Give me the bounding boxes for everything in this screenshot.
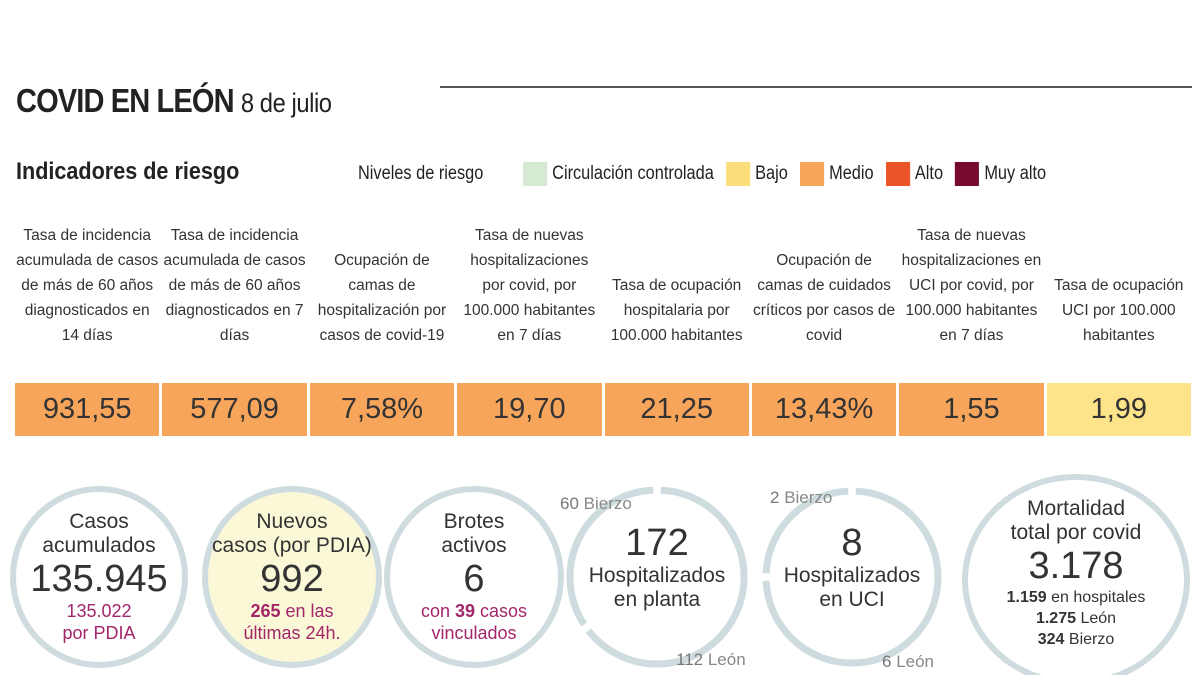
- stat-sub-text: Bierzo: [1064, 630, 1115, 648]
- risk-legend: Niveles de riesgo Circulación controlada…: [358, 162, 1058, 186]
- stat-sub-text: casos: [475, 601, 528, 621]
- indicator-label: Tasa de ocupación UCI por 100.000 habita…: [1054, 277, 1184, 344]
- stat-value: 172: [625, 522, 689, 564]
- indicator-label: Tasa de nuevas hospitalizaciones en UCI …: [901, 227, 1042, 344]
- stat-value: 992: [260, 558, 324, 600]
- legend-swatch: [799, 162, 824, 186]
- indicator-column: Tasa de nuevas hospitalizaciones en UCI …: [899, 196, 1044, 436]
- legend-item-label: Muy alto: [984, 163, 1047, 184]
- stat-label: Hospitalizados: [588, 564, 726, 587]
- indicator-column: Tasa de ocupación hospitalaria por 100.0…: [604, 196, 749, 436]
- stat-label: Brotes: [443, 510, 505, 533]
- indicator-label: Ocupación de camas de cuidados críticos …: [752, 252, 896, 344]
- donut-segment-leon: [585, 486, 748, 668]
- stat-sub-text: León: [1076, 609, 1117, 627]
- stat-value: 135.945: [30, 558, 168, 600]
- stat-label: Nuevos: [256, 510, 328, 533]
- legend-swatch: [955, 162, 980, 186]
- stat-sub-value: 324: [1037, 630, 1065, 648]
- legend-swatch: [522, 162, 547, 186]
- stat-mortalidad: Mortalidad total por covid 3.178 1.159 e…: [962, 474, 1190, 675]
- indicator-table: Tasa de incidencia acumulada de casos de…: [15, 196, 1191, 436]
- stat-value: 3.178: [1028, 544, 1124, 587]
- indicator-value: 1,99: [1046, 383, 1191, 436]
- stat-label: Casos: [69, 510, 129, 533]
- legend-swatch: [725, 162, 750, 186]
- stat-sub-text: en hospitales: [1046, 588, 1146, 606]
- indicator-value: 13,43%: [751, 383, 897, 436]
- indicator-value: 577,09: [162, 383, 307, 436]
- donut-segment-leon: [762, 487, 942, 667]
- indicator-column: Tasa de nuevas hospitalizaciones por cov…: [457, 196, 602, 436]
- indicator-label: Tasa de incidencia acumulada de casos de…: [16, 227, 159, 344]
- indicator-label: Tasa de nuevas hospitalizaciones por cov…: [463, 227, 596, 344]
- stat-casos-acumulados: Casos acumulados 135.945 135.022 por PDI…: [10, 486, 188, 668]
- legend-item-label: Alto: [914, 163, 944, 184]
- legend-item-label: Circulación controlada: [552, 163, 714, 184]
- stat-label: total por covid: [1010, 520, 1142, 544]
- stat-sub-value: 1.275: [1035, 609, 1076, 627]
- legend-item: Bajo: [725, 162, 788, 186]
- legend-item-label: Bajo: [755, 163, 788, 184]
- indicator-value: 7,58%: [309, 383, 455, 436]
- donut-segment-bierzo: [762, 487, 849, 574]
- stat-sub-text: vinculados: [431, 623, 517, 643]
- stat-sub-value: 1.159: [1006, 588, 1047, 606]
- planta-bierzo-label: 60 Bierzo: [560, 494, 632, 513]
- stat-hosp-uci: 8 Hospitalizados en UCI: [762, 486, 942, 668]
- stat-sub-value: 135.022: [66, 601, 132, 621]
- stat-label: acumulados: [42, 534, 156, 557]
- stat-sub-text: en las: [280, 601, 334, 621]
- indicator-value: 1,55: [899, 383, 1044, 436]
- page-title: COVID EN LEÓN 8 de julio: [16, 82, 332, 120]
- stat-label: Hospitalizados: [783, 564, 921, 587]
- section-title: Indicadores de riesgo: [16, 158, 240, 185]
- indicator-value: 931,55: [15, 383, 160, 436]
- legend-item: Alto: [885, 162, 944, 186]
- legend-item: Medio: [799, 162, 874, 186]
- legend-swatch: [885, 162, 910, 186]
- stat-hosp-planta: 172 Hospitalizados en planta: [566, 486, 748, 668]
- donut-uci: [762, 487, 942, 667]
- planta-leon-label: 112 León: [676, 650, 746, 669]
- title-text: COVID EN LEÓN: [16, 82, 235, 119]
- stat-label: en UCI: [819, 588, 885, 611]
- stat-sub-value: 39: [454, 601, 476, 621]
- indicator-column: Ocupación de camas de hospitalización po…: [309, 196, 455, 436]
- stat-label: Mortalidad: [1026, 496, 1126, 520]
- stat-label: activos: [441, 534, 507, 557]
- donut-segment-bierzo: [566, 486, 654, 627]
- indicator-column: Tasa de incidencia acumulada de casos de…: [162, 196, 307, 436]
- uci-leon-label: 6 León: [882, 652, 935, 671]
- indicator-column: Tasa de incidencia acumulada de casos de…: [15, 196, 160, 436]
- stat-label: casos (por PDIA): [212, 534, 372, 557]
- stat-sub-text: con: [420, 601, 455, 621]
- indicator-value: 19,70: [457, 383, 602, 436]
- stat-value: 8: [841, 522, 863, 564]
- indicator-value: 21,25: [604, 383, 749, 436]
- date: 8 de julio: [240, 88, 332, 118]
- legend-item-label: Medio: [829, 163, 874, 184]
- indicator-label: Ocupación de camas de hospitalización po…: [317, 252, 447, 344]
- stat-sub-text: últimas 24h.: [243, 623, 341, 643]
- indicator-label: Tasa de ocupación hospitalaria por 100.0…: [610, 277, 743, 344]
- stat-sub-text: por PDIA: [62, 623, 136, 643]
- stat-nuevos-casos: Nuevos casos (por PDIA) 992 265 en las ú…: [202, 486, 382, 668]
- legend-item: Muy alto: [955, 162, 1046, 186]
- indicator-column: Tasa de ocupación UCI por 100.000 habita…: [1046, 196, 1191, 436]
- indicator-column: Ocupación de camas de cuidados críticos …: [751, 196, 897, 436]
- stat-label: en planta: [613, 588, 701, 611]
- stat-sub-value: 265: [250, 601, 281, 621]
- donut-planta: [566, 486, 748, 668]
- legend-label: Niveles de riesgo: [358, 163, 484, 184]
- stat-brotes-activos: Brotes activos 6 con 39 casos vinculados: [384, 486, 564, 668]
- indicator-label: Tasa de incidencia acumulada de casos de…: [163, 227, 306, 344]
- uci-bierzo-label: 2 Bierzo: [770, 488, 833, 507]
- header-rule: [440, 86, 1192, 88]
- legend-item: Circulación controlada: [522, 162, 714, 186]
- stat-value: 6: [463, 558, 485, 600]
